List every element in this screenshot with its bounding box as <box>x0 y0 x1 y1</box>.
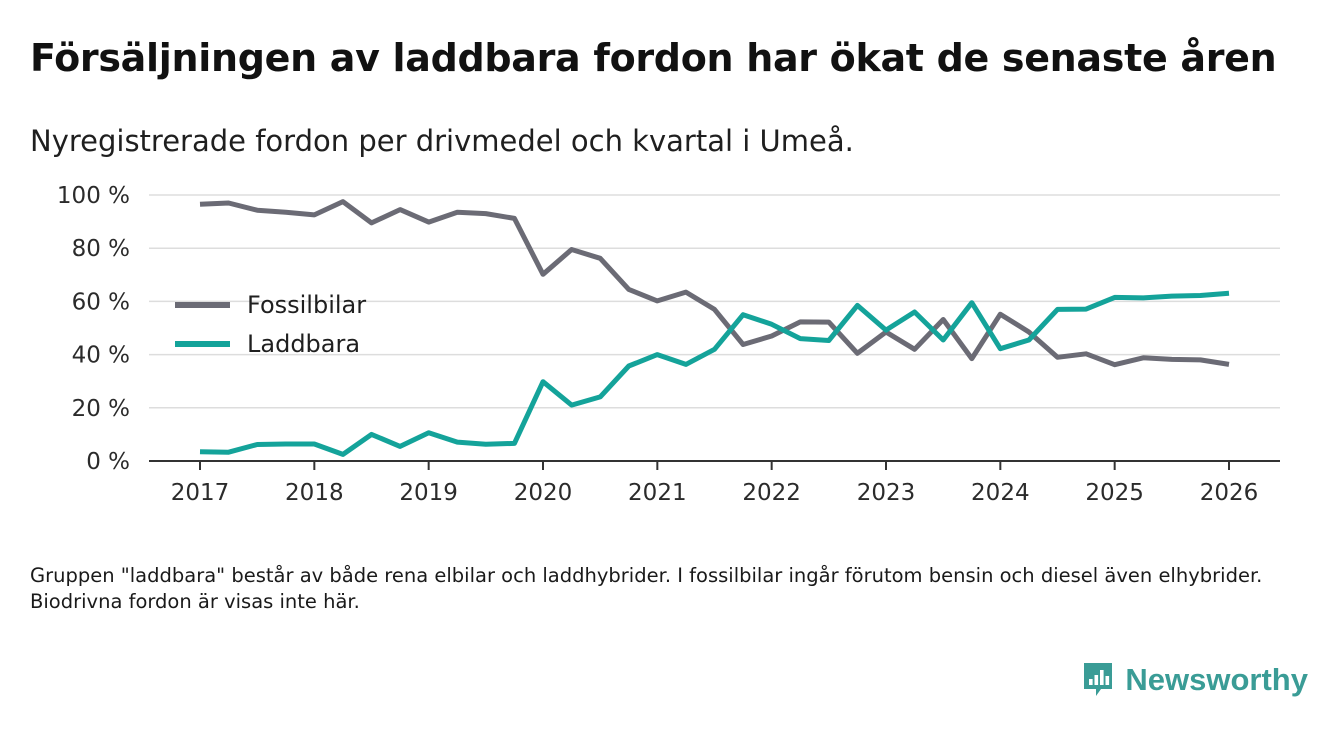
chart-subtitle: Nyregistrerade fordon per drivmedel och … <box>30 124 854 158</box>
legend-label-fossilbilar: Fossilbilar <box>247 291 366 319</box>
y-tick-label: 0 % <box>86 449 130 475</box>
x-axis-ticks: 2017 2018 2019 2020 2021 2022 2023 2024 2025 2026 <box>171 461 1259 506</box>
y-tick-label: 100 % <box>57 183 130 209</box>
line-chart: 0 % 20 % 40 % 60 % 80 % 100 % 2017 2018 2019 202… <box>57 183 1280 506</box>
x-tick-label: 2022 <box>742 480 801 506</box>
legend-label-laddbara: Laddbara <box>247 330 360 358</box>
y-tick-label: 60 % <box>72 289 130 315</box>
x-tick-label: 2017 <box>171 480 230 506</box>
x-tick-label: 2019 <box>399 480 458 506</box>
x-tick-label: 2021 <box>628 480 687 506</box>
y-tick-label: 40 % <box>72 343 130 369</box>
brand: Newsworthy <box>1081 660 1308 700</box>
x-tick-label: 2025 <box>1085 480 1144 506</box>
y-tick-label: 20 % <box>72 396 130 422</box>
x-tick-label: 2020 <box>514 480 573 506</box>
y-tick-label: 80 % <box>72 236 130 262</box>
chart-title: Försäljningen av laddbara fordon har öka… <box>30 36 1277 80</box>
brand-name: Newsworthy <box>1125 662 1308 697</box>
newsworthy-logo-icon <box>1084 663 1113 696</box>
footnote: Gruppen "laddbara" består av både rena e… <box>30 564 1263 613</box>
y-axis-ticks: 0 % 20 % 40 % 60 % 80 % 100 % <box>57 183 130 475</box>
x-tick-label: 2023 <box>857 480 916 506</box>
grid-lines <box>149 194 1280 462</box>
x-tick-label: 2024 <box>971 480 1030 506</box>
legend: Fossilbilar Laddbara <box>175 291 366 358</box>
series-line-fossilbilar <box>199 199 1230 368</box>
x-tick-label: 2018 <box>285 480 344 506</box>
series-line-laddbara <box>199 290 1230 457</box>
series-lines <box>199 199 1230 457</box>
x-tick-label: 2026 <box>1200 480 1259 506</box>
